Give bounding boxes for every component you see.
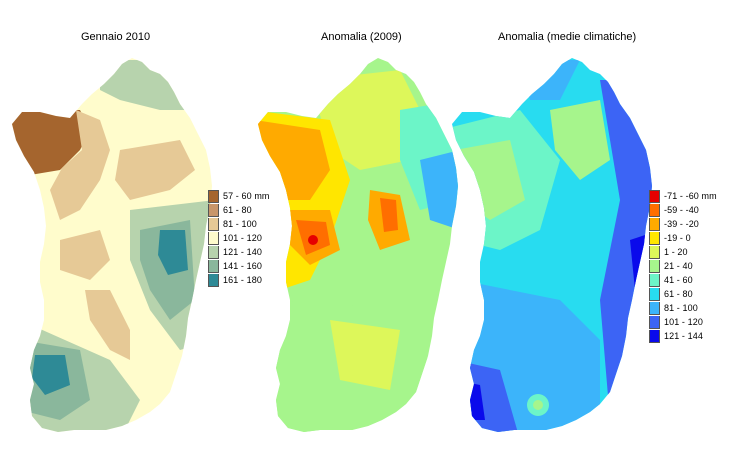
legend-swatch — [649, 273, 660, 287]
map3-zone-21-40-n — [550, 100, 610, 180]
legend-label: 57 - 60 mm — [223, 191, 270, 201]
legend-item: 81 - 100 — [649, 301, 717, 315]
map-anomalia-2009 — [258, 58, 458, 432]
legend-label: 61 - 80 — [664, 289, 693, 299]
legend-label: 101 - 120 — [223, 233, 262, 243]
map-title-anomalia-medie-climatiche: Anomalia (medie climatiche) — [498, 31, 637, 43]
map2-zone-1-20-south — [330, 320, 400, 390]
map2-zone-81-100-e — [420, 150, 458, 230]
legend-swatch — [649, 287, 660, 301]
legend-swatch — [208, 217, 219, 231]
map1-zone-161-180-east — [158, 230, 188, 275]
map-gennaio-2010 — [12, 58, 212, 432]
legend-item: -71 - -60 mm — [649, 189, 717, 203]
map1-zone-161-180-sw — [32, 355, 70, 395]
legend-label: 121 - 144 — [664, 331, 703, 341]
legend-item: 101 - 120 — [649, 315, 717, 329]
legend-item: -19 - 0 — [649, 231, 717, 245]
legend-item: 41 - 60 — [649, 273, 717, 287]
legend-item: 1 - 20 — [649, 245, 717, 259]
legend-swatch — [649, 329, 660, 343]
legend-swatch — [649, 315, 660, 329]
legend-swatch — [208, 189, 219, 203]
map1-zone-57-60 — [12, 110, 90, 175]
legend-item: 121 - 144 — [649, 329, 717, 343]
legend-label: 81 - 100 — [664, 303, 698, 313]
map-anomalia-medie-climatiche — [452, 58, 652, 432]
legend-gennaio-2010: 57 - 60 mm 61 - 80 81 - 100 101 - 120 121 - … — [208, 189, 270, 287]
legend-label: 161 - 180 — [223, 275, 262, 285]
legend-swatch — [649, 259, 660, 273]
legend-label: 81 - 100 — [223, 219, 257, 229]
legend-swatch — [649, 301, 660, 315]
legend-swatch — [649, 189, 660, 203]
legend-swatch — [649, 203, 660, 217]
legend-label: -71 - -60 mm — [664, 191, 717, 201]
map3-zone-21-40-s — [533, 400, 543, 410]
map-title-gennaio-2010: Gennaio 2010 — [81, 31, 151, 43]
map2-zone-minus59-minus40-c — [380, 198, 398, 232]
legend-item: 57 - 60 mm — [208, 189, 270, 203]
legend-label: 61 - 80 — [223, 205, 252, 215]
legend-swatch — [649, 245, 660, 259]
legend-label: 121 - 140 — [223, 247, 262, 257]
legend-label: 1 - 20 — [664, 247, 688, 257]
legend-item: 21 - 40 — [649, 259, 717, 273]
legend-label: -19 - 0 — [664, 233, 691, 243]
legend-swatch — [649, 231, 660, 245]
legend-item: 121 - 140 — [208, 245, 270, 259]
legend-label: 41 - 60 — [664, 275, 693, 285]
map1-zone-81-100-nw — [50, 110, 110, 220]
map-title-anomalia-2009: Anomalia (2009) — [321, 31, 402, 43]
legend-item: 81 - 100 — [208, 217, 270, 231]
map1-zone-81-100-w — [60, 230, 110, 280]
legend-item: -59 - -40 — [649, 203, 717, 217]
legend-label: -39 - -20 — [664, 219, 699, 229]
legend-item: 161 - 180 — [208, 273, 270, 287]
legend-swatch — [208, 203, 219, 217]
legend-anomalia-medie-climatiche: -71 - -60 mm -59 - -40 -39 - -20 -19 - 0 1 -… — [649, 189, 717, 343]
legend-swatch — [208, 273, 219, 287]
map1-zone-81-100-c — [115, 140, 195, 200]
legend-swatch — [649, 217, 660, 231]
map1-zone-81-100-s — [85, 290, 130, 360]
legend-item: 61 - 80 — [208, 203, 270, 217]
legend-item: 101 - 120 — [208, 231, 270, 245]
legend-label: 101 - 120 — [664, 317, 703, 327]
legend-swatch — [208, 259, 219, 273]
legend-item: 61 - 80 — [649, 287, 717, 301]
legend-item: -39 - -20 — [649, 217, 717, 231]
legend-label: -59 - -40 — [664, 205, 699, 215]
legend-item: 141 - 160 — [208, 259, 270, 273]
legend-label: 21 - 40 — [664, 261, 693, 271]
legend-swatch — [208, 245, 219, 259]
legend-label: 141 - 160 — [223, 261, 262, 271]
legend-swatch — [208, 231, 219, 245]
map2-zone-minus71-minus60 — [308, 235, 318, 245]
